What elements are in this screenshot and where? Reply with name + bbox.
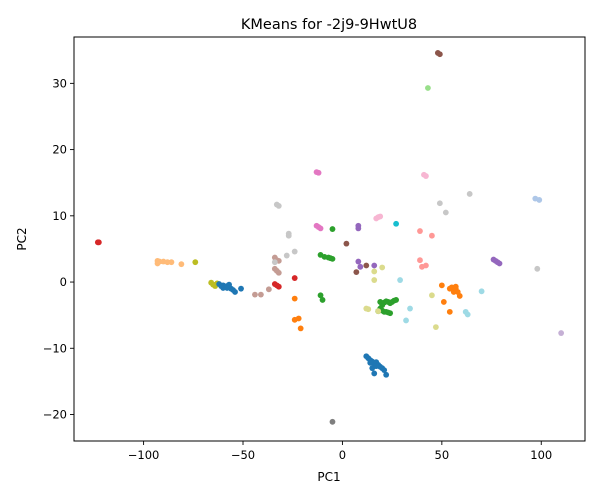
y-tick-label: 30 bbox=[52, 76, 67, 90]
data-point bbox=[436, 51, 443, 58]
data-point bbox=[417, 228, 423, 234]
data-point bbox=[168, 259, 175, 266]
data-point bbox=[271, 259, 278, 266]
data-point bbox=[403, 317, 409, 324]
data-point bbox=[275, 283, 282, 290]
data-point bbox=[363, 262, 370, 269]
x-tick-label: −100 bbox=[128, 448, 160, 462]
data-point bbox=[154, 260, 161, 267]
data-point bbox=[466, 191, 473, 197]
chart-title: KMeans for -2j9-9HwtU8 bbox=[241, 17, 417, 33]
data-point bbox=[397, 277, 403, 283]
data-point bbox=[317, 225, 324, 232]
data-point bbox=[319, 297, 326, 303]
x-tick-label: 0 bbox=[339, 448, 346, 462]
data-point bbox=[436, 200, 443, 207]
data-point bbox=[558, 330, 565, 336]
data-point bbox=[464, 311, 471, 318]
data-point bbox=[297, 325, 304, 332]
data-point bbox=[371, 370, 378, 377]
y-tick-label: 10 bbox=[52, 209, 67, 223]
data-point bbox=[423, 173, 429, 179]
axes-frame bbox=[73, 36, 586, 442]
data-point bbox=[355, 222, 362, 229]
data-point bbox=[265, 286, 272, 293]
data-point bbox=[192, 259, 199, 266]
data-point bbox=[224, 285, 231, 291]
x-tick-label: −50 bbox=[231, 448, 255, 462]
data-point bbox=[377, 213, 384, 220]
data-point bbox=[371, 262, 378, 269]
data-point bbox=[440, 299, 447, 305]
data-point bbox=[534, 265, 541, 272]
data-point bbox=[232, 289, 238, 295]
data-point bbox=[425, 85, 431, 91]
data-point bbox=[317, 292, 324, 299]
data-point bbox=[285, 230, 292, 237]
data-point bbox=[367, 359, 374, 366]
data-point bbox=[275, 269, 282, 276]
data-point bbox=[417, 257, 423, 264]
data-point bbox=[178, 261, 185, 268]
y-axis-label: PC2 bbox=[15, 227, 29, 250]
data-point bbox=[164, 259, 171, 266]
data-point bbox=[252, 291, 258, 298]
data-point bbox=[343, 240, 350, 247]
data-point bbox=[357, 263, 364, 270]
data-point bbox=[315, 169, 322, 176]
data-point bbox=[383, 371, 390, 378]
data-point bbox=[238, 285, 244, 292]
data-point bbox=[446, 308, 453, 315]
data-point bbox=[407, 305, 413, 312]
data-point bbox=[429, 292, 435, 299]
data-point bbox=[393, 297, 400, 303]
y-tick-label: −10 bbox=[43, 341, 67, 355]
data-point bbox=[456, 293, 463, 299]
data-point bbox=[218, 283, 225, 289]
data-point bbox=[355, 258, 362, 265]
data-point bbox=[275, 202, 282, 209]
y-tick-label: −20 bbox=[43, 408, 67, 422]
x-tick-label: 100 bbox=[530, 448, 552, 462]
data-point bbox=[423, 262, 429, 269]
data-point bbox=[258, 291, 264, 298]
data-point bbox=[478, 288, 485, 295]
data-point bbox=[381, 367, 388, 374]
data-point bbox=[375, 308, 382, 315]
data-point bbox=[452, 285, 459, 292]
data-point bbox=[295, 315, 302, 322]
data-point bbox=[329, 226, 336, 232]
x-axis-label: PC1 bbox=[317, 470, 340, 484]
points-layer bbox=[94, 50, 565, 425]
data-point bbox=[95, 239, 102, 246]
data-point bbox=[438, 282, 445, 289]
data-point bbox=[283, 252, 290, 259]
data-point bbox=[432, 324, 439, 330]
data-point bbox=[329, 418, 336, 425]
data-point bbox=[371, 277, 378, 283]
y-tick-label: 20 bbox=[52, 143, 67, 157]
data-point bbox=[429, 232, 435, 239]
data-point bbox=[393, 220, 400, 227]
x-axis-ticks: −100 −50 0 50 100 bbox=[128, 441, 552, 462]
data-point bbox=[387, 310, 394, 317]
data-point bbox=[365, 306, 372, 313]
data-point bbox=[291, 248, 298, 255]
data-point bbox=[373, 363, 380, 370]
data-point bbox=[536, 197, 543, 203]
data-point bbox=[371, 268, 378, 275]
data-point bbox=[496, 260, 503, 267]
x-tick-label: 50 bbox=[435, 448, 450, 462]
data-point bbox=[291, 295, 298, 302]
data-point bbox=[329, 255, 336, 262]
y-tick-label: 0 bbox=[60, 275, 67, 289]
data-point bbox=[353, 269, 360, 276]
y-axis-ticks: −20 −10 0 10 20 30 bbox=[43, 76, 74, 422]
data-point bbox=[442, 209, 449, 216]
data-point bbox=[291, 275, 298, 281]
data-point bbox=[379, 264, 386, 271]
